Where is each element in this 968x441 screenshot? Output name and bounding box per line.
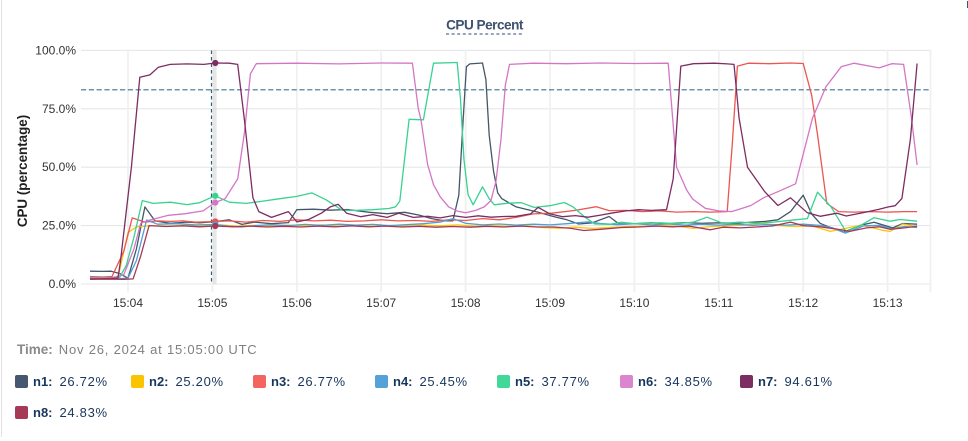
svg-text:25.0%: 25.0% [42, 219, 76, 233]
svg-text:15:09: 15:09 [535, 296, 565, 310]
svg-text:75.0%: 75.0% [42, 102, 76, 116]
svg-text:15:11: 15:11 [704, 296, 733, 310]
svg-text:15:05: 15:05 [197, 296, 227, 310]
svg-text:15:10: 15:10 [619, 296, 649, 310]
svg-text:50.0%: 50.0% [42, 160, 76, 174]
svg-text:15:08: 15:08 [451, 296, 481, 310]
svg-text:15:13: 15:13 [873, 296, 903, 310]
svg-text:15:07: 15:07 [366, 296, 396, 310]
svg-text:0.0%: 0.0% [49, 277, 77, 291]
svg-text:15:12: 15:12 [788, 296, 818, 310]
svg-text:15:06: 15:06 [282, 296, 312, 310]
svg-text:CPU (percentage): CPU (percentage) [15, 115, 30, 227]
svg-text:CPU Percent: CPU Percent [446, 18, 524, 33]
svg-text:15:04: 15:04 [113, 296, 143, 310]
svg-text:100.0%: 100.0% [35, 43, 76, 57]
